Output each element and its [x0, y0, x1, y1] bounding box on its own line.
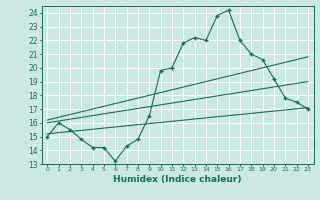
X-axis label: Humidex (Indice chaleur): Humidex (Indice chaleur) [113, 175, 242, 184]
